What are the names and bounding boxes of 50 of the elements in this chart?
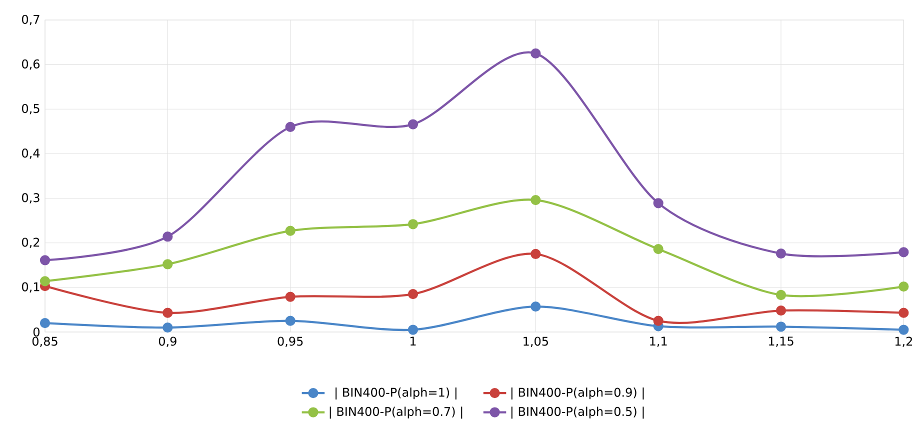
point [776, 290, 786, 300]
y-tick-label: 0,3 [22, 193, 40, 204]
point [162, 259, 173, 270]
x-tick-label: 0,95 [278, 336, 303, 348]
point [40, 255, 50, 266]
y-tick-label: 0,6 [22, 59, 40, 70]
point [40, 318, 50, 328]
point [285, 292, 296, 302]
x-tick-label: 1,1 [650, 336, 667, 347]
y-tick-label: 0,1 [22, 282, 40, 293]
point [285, 122, 296, 132]
x-tick-label: 0,85 [32, 336, 58, 348]
point [776, 322, 786, 332]
y-tick-label: 0,7 [22, 14, 40, 26]
x-tick-label: 1,05 [524, 336, 548, 348]
point [408, 289, 418, 300]
point [898, 247, 909, 258]
point [653, 244, 664, 254]
x-tick-label: 1,15 [768, 336, 794, 347]
point [285, 316, 296, 326]
point [653, 316, 664, 326]
point [776, 306, 786, 316]
point [162, 232, 173, 242]
point [162, 322, 173, 333]
legend-label: | BIN400-P(alph=1) | [336, 387, 456, 400]
point [898, 324, 909, 335]
x-tick-label: 1,2 [895, 336, 912, 348]
point [530, 48, 541, 58]
y-tick-label: 0 [33, 327, 40, 337]
point [162, 308, 173, 318]
point [653, 198, 664, 208]
y-tick-label: 0,5 [22, 104, 40, 114]
y-tick-label: 0,2 [22, 238, 40, 248]
point [530, 194, 541, 206]
y-tick-label: 0,4 [22, 148, 40, 159]
point [898, 281, 909, 292]
point [530, 302, 541, 312]
legend-label: | BIN400-P(alph=0.7) | [330, 406, 462, 419]
point [898, 308, 909, 318]
point [776, 248, 786, 259]
point [408, 119, 418, 130]
x-tick-label: 1 [410, 336, 416, 346]
point [285, 226, 296, 236]
x-tick-label: 0,9 [158, 336, 176, 348]
point [40, 276, 50, 286]
legend-label: | BIN400-P(alph=0.9) | [511, 387, 644, 400]
point [530, 248, 541, 260]
legend-label: | BIN400-P(alph=0.5) | [511, 406, 644, 419]
point [408, 324, 418, 335]
point [408, 219, 418, 230]
